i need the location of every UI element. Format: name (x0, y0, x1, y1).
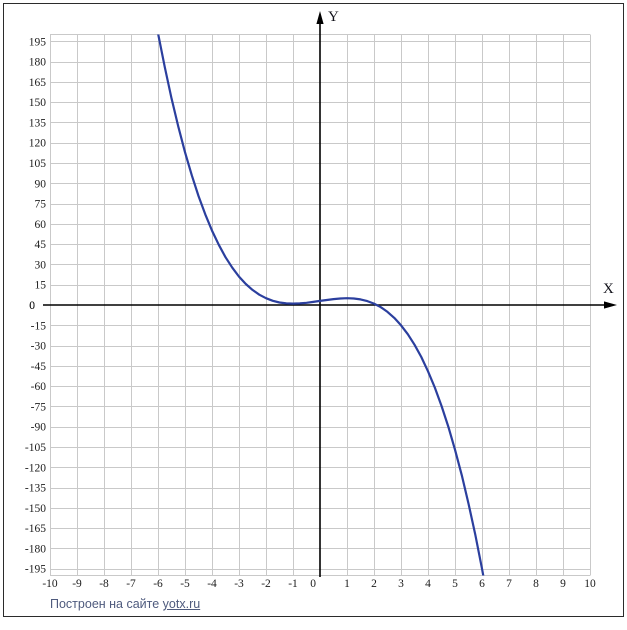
x-tick-label: 9 (560, 578, 566, 590)
y-tick-label: -120 (25, 462, 46, 474)
x-tick-label: -6 (153, 578, 163, 590)
y-tick-label-zero: 0 (29, 300, 35, 312)
y-tick-label: 30 (35, 259, 47, 271)
y-tick-label: 75 (35, 199, 47, 211)
y-axis-arrowhead-icon (316, 11, 324, 24)
x-tick-label: 7 (506, 578, 512, 590)
y-tick-label: -90 (31, 422, 47, 434)
x-tick-label: 4 (425, 578, 431, 590)
y-tick-label: 0 (29, 300, 35, 312)
y-tick-label: -165 (25, 523, 46, 535)
x-tick-label: 5 (452, 578, 458, 590)
x-tick-label: 2 (371, 578, 377, 590)
y-tick-label: 120 (29, 138, 47, 150)
y-tick-label: 165 (29, 77, 47, 89)
y-tick-label: 90 (35, 178, 47, 190)
y-tick-label: -180 (25, 543, 46, 555)
y-tick-label: -150 (25, 503, 46, 515)
y-tick-label: 45 (35, 239, 47, 251)
y-tick-label: -30 (31, 341, 47, 353)
y-tick-label: 180 (29, 57, 47, 69)
x-tick-label: -5 (180, 578, 190, 590)
y-tick-label: 15 (35, 280, 47, 292)
footer-link[interactable]: yotx.ru (162, 597, 201, 611)
y-tick-label: 195 (29, 36, 47, 48)
axes (43, 11, 617, 577)
x-tick-label: -7 (126, 578, 136, 590)
y-tick-label: 150 (29, 97, 47, 109)
y-tick-label: -45 (31, 361, 47, 373)
y-tick-label: -105 (25, 442, 46, 454)
y-tick-label: -75 (31, 401, 47, 413)
footer-credit: Построен на сайте yotx.ru (50, 596, 200, 612)
y-tick-label: 60 (35, 219, 47, 231)
y-tick-label: -60 (31, 381, 47, 393)
x-tick-label: 0 (310, 578, 316, 590)
y-tick-label: 105 (29, 158, 47, 170)
x-tick-label: 3 (398, 578, 404, 590)
x-tick-label: -3 (234, 578, 244, 590)
x-tick-label: -10 (42, 578, 58, 590)
x-tick-label: 10 (584, 578, 596, 590)
x-tick-label: 8 (533, 578, 539, 590)
x-axis-arrowhead-icon (604, 301, 617, 309)
x-axis-label: X (603, 281, 614, 297)
x-tick-label: -4 (207, 578, 217, 590)
x-tick-label: -8 (99, 578, 109, 590)
y-tick-label: -15 (31, 320, 47, 332)
y-axis-label: Y (328, 9, 339, 25)
x-tick-label: -1 (288, 578, 298, 590)
y-tick-label: -135 (25, 483, 46, 495)
x-tick-label: 6 (479, 578, 485, 590)
footer-text: Построен на сайте (50, 597, 163, 611)
function-curve (157, 34, 485, 576)
x-tick-label: -9 (72, 578, 82, 590)
y-tick-label: 135 (29, 117, 47, 129)
y-tick-label: -195 (25, 564, 46, 576)
plot-frame (3, 3, 624, 617)
x-tick-label: 1 (344, 578, 350, 590)
x-tick-label: -2 (261, 578, 271, 590)
